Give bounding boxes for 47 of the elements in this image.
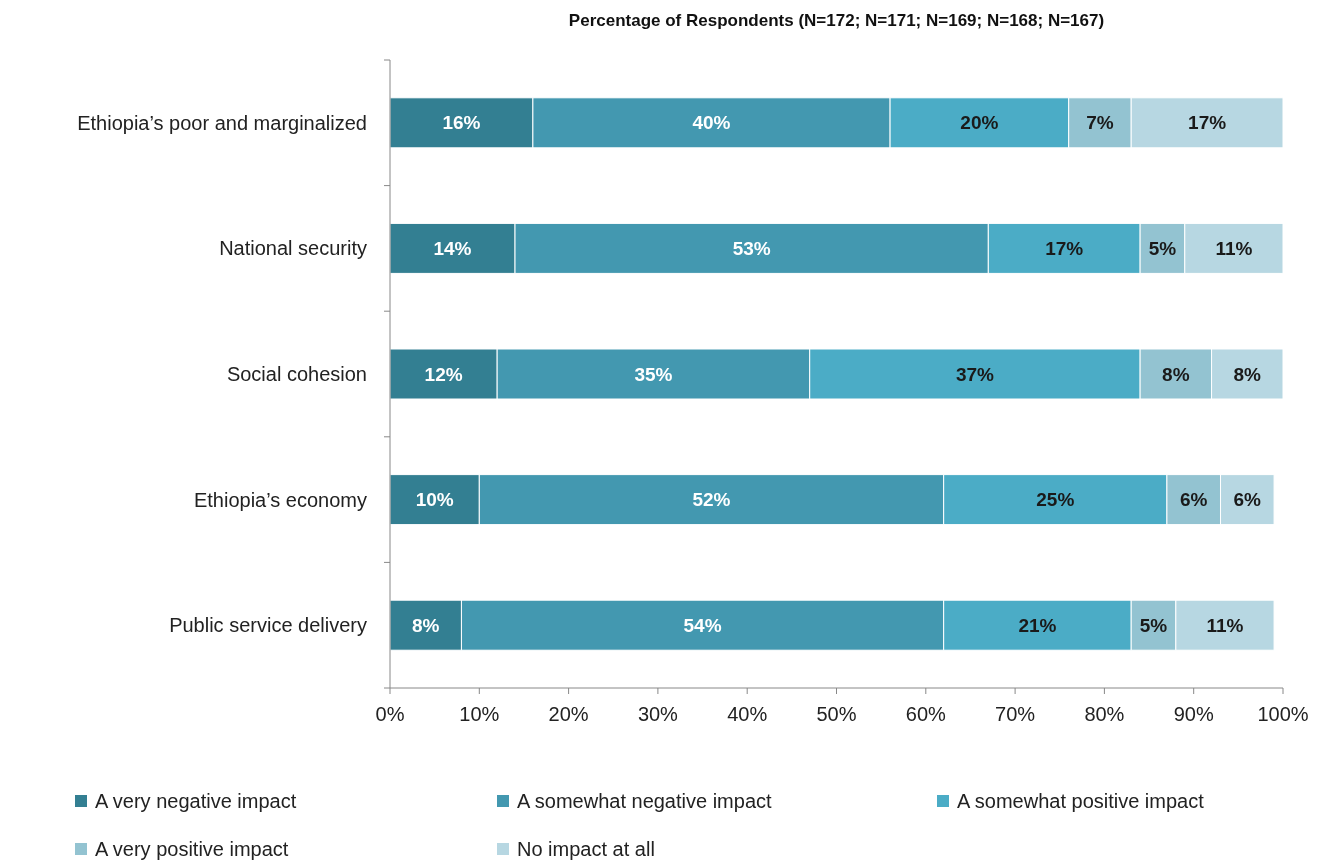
x-tick-label: 80%: [1084, 703, 1125, 725]
data-label: 5%: [1139, 614, 1168, 636]
data-label: 52%: [692, 489, 731, 511]
x-tick-label: 20%: [548, 703, 589, 725]
data-label: 17%: [1188, 112, 1227, 134]
chart-title: Percentage of Respondents (N=172; N=171; N=169; N=168; N=167): [568, 11, 1105, 30]
legend-label: No impact at all: [517, 838, 655, 860]
data-label: 35%: [634, 363, 673, 385]
data-label: 37%: [955, 363, 995, 385]
x-tick-label: 40%: [727, 703, 768, 725]
data-label: 25%: [1036, 489, 1075, 511]
data-label: 11%: [1215, 238, 1253, 260]
x-tick-label: 100%: [1257, 703, 1309, 725]
data-label: 8%: [1162, 363, 1190, 385]
legend-label: A somewhat negative impact: [517, 790, 773, 812]
data-label: 12%: [424, 363, 463, 385]
y-tick-label: Public service delivery: [169, 614, 367, 637]
y-tick-label: Ethiopia’s economy: [193, 488, 367, 511]
data-label: 8%: [411, 614, 440, 636]
data-label: 6%: [1233, 489, 1262, 511]
legend-label: A very negative impact: [95, 790, 297, 812]
data-label: 7%: [1086, 112, 1114, 134]
x-tick-label: 10%: [459, 703, 500, 725]
legend-label: A somewhat positive impact: [957, 790, 1205, 812]
x-tick-label: 70%: [995, 703, 1036, 725]
x-tick-label: 50%: [816, 703, 857, 725]
legend-label: A very positive impact: [95, 838, 289, 860]
data-label: 21%: [1018, 614, 1057, 636]
x-tick-label: 60%: [905, 703, 947, 725]
data-label: 8%: [1233, 363, 1262, 385]
data-label: 14%: [433, 238, 472, 260]
x-tick-label: 30%: [637, 703, 679, 725]
data-label: 54%: [683, 614, 722, 636]
data-label: 53%: [732, 238, 771, 260]
data-label: 5%: [1148, 238, 1177, 260]
data-label: 10%: [415, 489, 454, 511]
data-label: 17%: [1045, 238, 1084, 260]
data-label: 40%: [692, 112, 731, 134]
x-tick-label: 0%: [375, 703, 405, 725]
y-tick-label: National security: [219, 237, 367, 260]
data-label: 11%: [1206, 614, 1244, 636]
y-tick-label: Ethiopia’s poor and marginalized: [77, 111, 367, 134]
x-tick-label: 90%: [1173, 703, 1214, 725]
data-label: 6%: [1179, 489, 1208, 511]
y-tick-label: Social cohesion: [226, 363, 367, 385]
data-label: 20%: [960, 112, 999, 134]
data-label: 16%: [442, 112, 481, 134]
